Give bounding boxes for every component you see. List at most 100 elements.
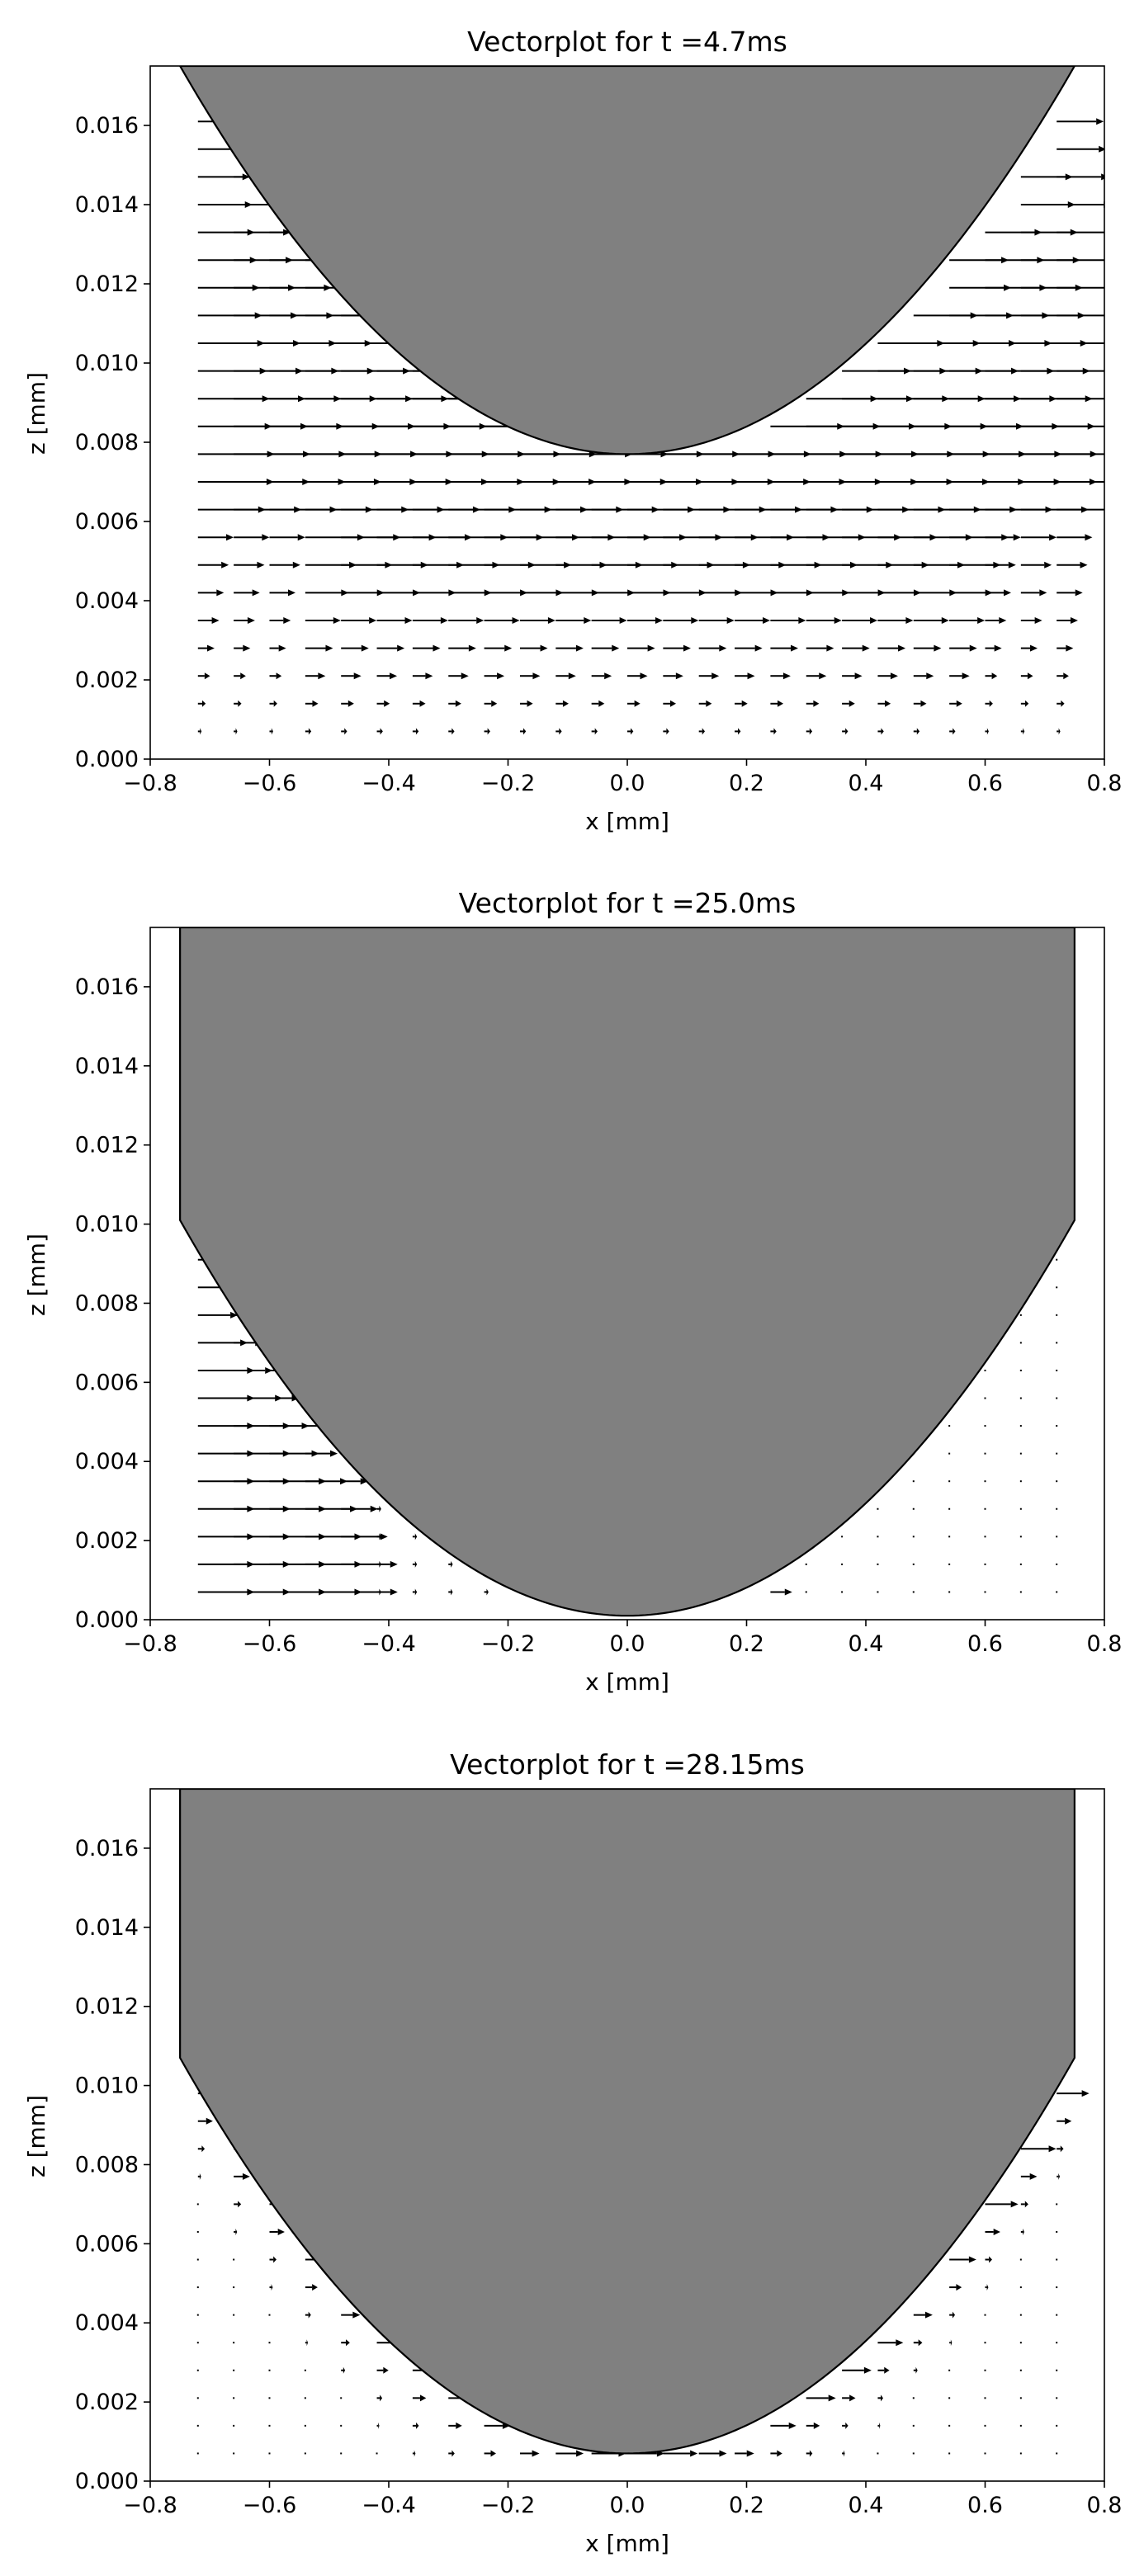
vector-arrow [196,2314,199,2316]
vector-arrow-head [719,2450,727,2457]
vector-arrow-head [200,728,202,735]
vector-arrow-head [559,728,562,735]
vector-arrow-head [204,672,210,680]
vector-arrow [877,2452,879,2455]
vector-arrow-head [226,534,234,541]
vector-arrow-head [669,700,677,707]
vector-arrow-head [826,644,834,652]
vector-arrow-head [379,1505,381,1512]
vector-arrow-head [741,700,748,707]
vector-arrow-head [361,644,369,652]
vector-arrow-head [240,672,246,680]
vector-arrow-head [325,644,333,652]
y-tick-label: 0.000 [75,1607,139,1633]
vector-arrow-head [201,2145,206,2153]
vector-arrow-head [360,1478,368,1485]
vector-arrow-head [490,2450,496,2457]
vector-arrow-head [380,2394,383,2402]
vector-arrow-head [782,672,791,680]
vector-arrow-head [201,700,206,707]
y-tick-label: 0.014 [75,1915,139,1941]
x-tick-label: 0.6 [967,2493,1003,2518]
vector-arrow-head [265,1366,273,1374]
vector-arrow [196,2230,199,2233]
vector-arrow-head [451,2450,455,2457]
vector-arrow [196,2286,199,2289]
vector-arrow [268,2342,271,2344]
vector-arrow-head [854,672,863,680]
vector-arrow-head [306,2339,309,2347]
vector-arrow-head [238,2201,242,2208]
y-tick-label: 0.014 [75,192,139,218]
x-tick-label: 0.0 [610,771,645,796]
vector-arrow-head [813,2422,820,2429]
vector-arrow-head [1116,340,1123,347]
vector-arrow [1056,2286,1058,2289]
vector-arrow-head [1029,2173,1038,2180]
y-tick-label: 0.008 [75,430,139,455]
vector-arrow [948,1591,951,1593]
x-tick-label: −0.2 [481,771,536,796]
vector-arrow-head [1085,534,1093,541]
vector-arrow-head [433,644,441,652]
vector-arrow [1056,1425,1058,1427]
vector-arrow-head [999,617,1007,624]
vector-arrow-head [476,617,485,624]
vector-arrow-head [414,1588,418,1596]
vector-arrow [340,2424,343,2427]
vector-arrow [304,2397,306,2399]
vector-arrow-head [845,2422,849,2429]
vector-arrow-head [384,700,390,707]
vector-arrow [877,1507,879,1510]
x-tick-label: −0.2 [481,1631,536,1657]
vector-arrow-head [1081,2090,1090,2097]
vector-arrow [805,1563,807,1565]
vector-arrow-head [308,728,312,735]
vector-arrow [233,2286,235,2289]
vector-arrow-head [292,561,300,569]
vector-arrow-head [619,617,627,624]
vector-arrow [984,2369,986,2371]
vector-arrow-head [414,2450,416,2457]
vector-arrow-head [504,644,513,652]
vector-arrow-head [763,617,771,624]
vector-arrow [1056,1536,1058,1538]
x-tick-label: 0.4 [849,2493,884,2518]
vector-arrow-head [584,617,592,624]
vector-arrow [877,1536,879,1538]
vector-arrow-head [419,700,426,707]
vector-arrow-head [575,644,584,652]
vector-arrow-head [726,617,735,624]
vector-arrow-head [415,728,419,735]
vector-arrow [984,1397,986,1399]
vector-arrow-head [788,2422,797,2429]
y-tick-label: 0.000 [75,747,139,772]
x-tick-label: −0.4 [362,2493,416,2518]
vector-arrow [1056,1563,1058,1565]
vector-arrow [1019,1563,1022,1565]
vector-arrow-head [416,2422,419,2429]
panel-1-plot-area: −0.8 −0.6 −0.4 −0.2 0.0 0.2 0.4 0.6 0.8 0.000 0.00… [75,65,1123,796]
vector-arrow-head [353,672,362,680]
vector-arrow [268,2314,271,2316]
vector-arrow-head [414,1560,418,1568]
vector-arrow-head [956,2284,962,2291]
vector-arrow [1019,1369,1022,1371]
vector-arrow-head [271,2284,273,2291]
vector-arrow [1056,2424,1058,2427]
vector-arrow-head [344,728,347,735]
vector-arrow [1019,1314,1022,1316]
vector-arrow-head [1030,644,1038,652]
vector-arrow-head [404,617,413,624]
vector-arrow-head [419,2394,427,2402]
vector-arrow [1019,2314,1022,2316]
vector-arrow-head [890,672,898,680]
vector-arrow-head [1023,728,1025,735]
vector-arrow [1019,1452,1022,1455]
vector-arrow-head [390,1588,398,1596]
vector-arrow [196,2258,199,2261]
vector-arrow-head [747,672,755,680]
vector-arrow-head [278,644,286,652]
vector-arrow-head [1008,561,1016,569]
